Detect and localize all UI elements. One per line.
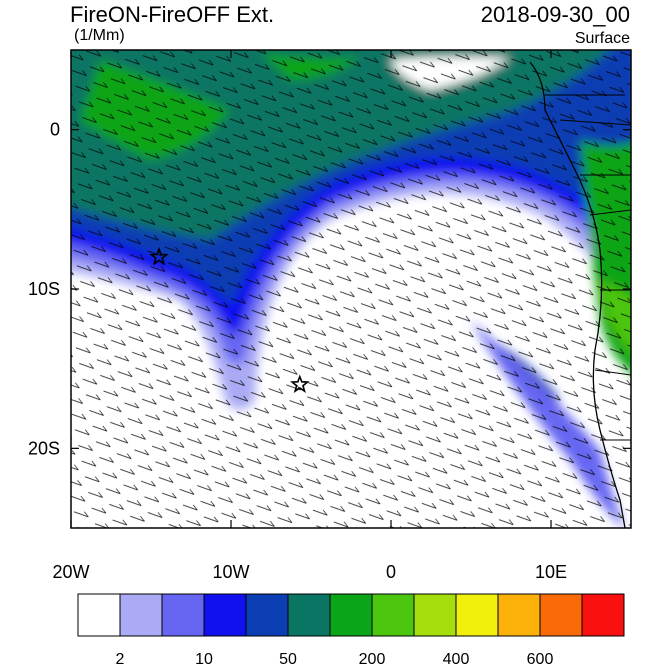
colorbar-swatch <box>203 593 247 637</box>
colorbar-swatch <box>287 593 331 637</box>
colorbar-label: 200 <box>359 651 386 667</box>
colorbar-swatch <box>413 593 457 637</box>
axis-ticks: 20W 10W 0 10E 0 10S 20S <box>28 50 631 582</box>
colorbar: 2 10 50 200 400 600 <box>77 593 625 667</box>
x-tick-label: 0 <box>386 562 396 582</box>
colorbar-swatch <box>245 593 289 637</box>
station-star-marker <box>290 374 310 393</box>
colorbar-swatch <box>455 593 499 637</box>
colorbar-swatch <box>77 593 121 637</box>
colorbar-label: 10 <box>195 651 213 667</box>
colorbar-swatch <box>581 593 625 637</box>
x-tick-label: 10W <box>212 562 249 582</box>
station-stars <box>149 246 310 393</box>
y-tick-label: 0 <box>50 120 60 140</box>
level-label: Surface <box>574 30 630 47</box>
colorbar-label: 2 <box>116 651 125 667</box>
y-tick-label: 20S <box>28 438 60 458</box>
units-label: (1/Mm) <box>74 27 125 44</box>
y-tick-label: 10S <box>28 279 60 299</box>
colorbar-swatch <box>119 593 163 637</box>
x-tick-label: 10E <box>535 562 567 582</box>
colorbar-swatch <box>539 593 583 637</box>
colorbar-label: 50 <box>279 651 297 667</box>
colorbar-label: 400 <box>443 651 470 667</box>
x-tick-label: 20W <box>52 562 89 582</box>
datetime-label: 2018-09-30_00 <box>480 2 630 27</box>
map-field <box>71 50 631 528</box>
colorbar-label: 600 <box>527 651 554 667</box>
colorbar-swatch <box>371 593 415 637</box>
colorbar-swatch <box>161 593 205 637</box>
colorbar-swatch <box>497 593 541 637</box>
map-title: FireON-FireOFF Ext. <box>70 2 275 27</box>
colorbar-swatch <box>329 593 373 637</box>
station-star-marker <box>149 246 169 266</box>
